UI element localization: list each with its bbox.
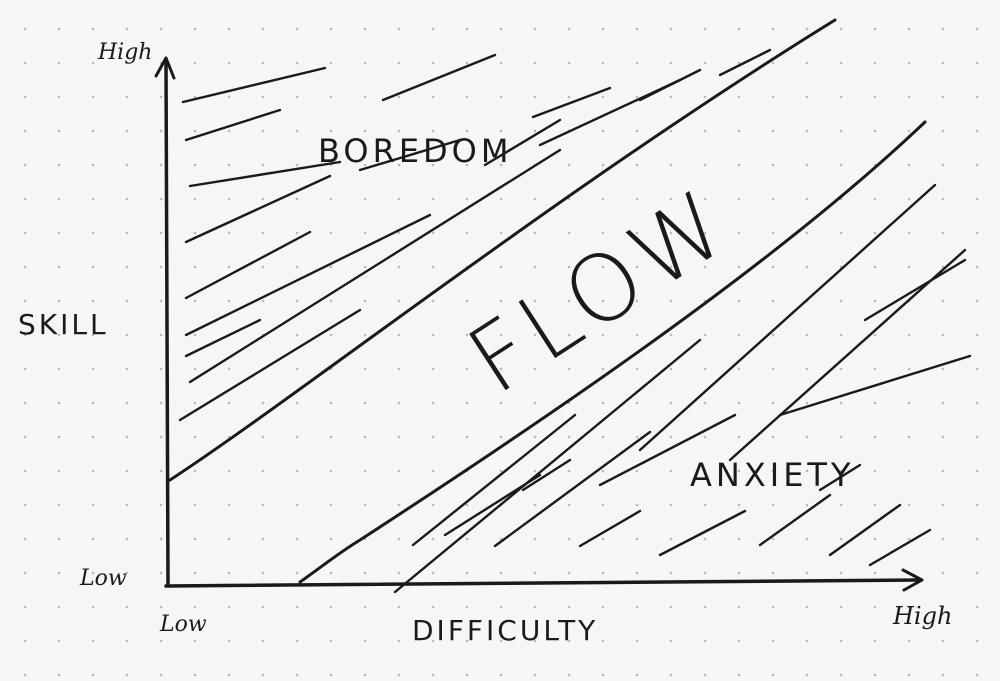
x-axis-high-label: High <box>893 602 953 630</box>
y-axis-title: SKILL <box>18 308 109 341</box>
y-axis-low-label: Low <box>80 566 127 591</box>
y-axis-arrowhead <box>154 56 176 80</box>
flow-lower-boundary <box>298 120 927 584</box>
x-axis-arrowhead <box>901 568 924 592</box>
x-axis-line <box>164 578 922 588</box>
boredom-region-label: BOREDOM <box>318 132 513 170</box>
y-axis-high-label: High <box>98 40 153 65</box>
flow-upper-boundary <box>168 18 837 482</box>
anxiety-hatching <box>393 183 972 594</box>
y-axis-line <box>164 60 170 586</box>
x-axis-low-label: Low <box>160 612 207 637</box>
boredom-hatching <box>178 48 772 422</box>
x-axis-title: DIFFICULTY <box>412 614 599 647</box>
anxiety-region-label: ANXIETY <box>690 456 855 494</box>
